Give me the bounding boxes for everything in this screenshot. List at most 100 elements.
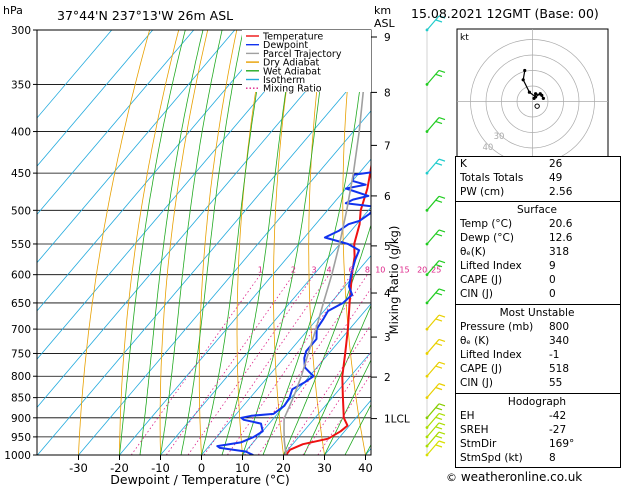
legend-label: Dry Adiabat: [263, 58, 320, 69]
pressure-tick-label: 900: [11, 413, 31, 425]
wet-adiabat-line: [344, 403, 371, 455]
wind-barb-icon: [425, 158, 446, 175]
wet-adiabat-line: [201, 30, 268, 455]
pressure-tick-label: 450: [11, 168, 31, 180]
wind-barb-staff: [426, 195, 440, 211]
wind-barb-flag: [438, 260, 446, 264]
wet-adiabat-line: [119, 30, 186, 455]
legend-label: Wet Adiabat: [263, 66, 321, 77]
wind-barb-staff: [426, 117, 440, 132]
wet-adiabat-line: [180, 30, 244, 455]
mixing-ratio-line: [227, 274, 352, 455]
mixing-ratio-tick-label: 4: [327, 266, 332, 275]
mixing-ratio-line: [203, 274, 330, 455]
wet-adiabat-line: [283, 223, 371, 455]
mixing-ratio-tick-label: 2: [291, 266, 296, 275]
height-unit-asl: ASL: [374, 17, 396, 30]
wet-adiabat-line: [139, 30, 204, 455]
mixing-ratio-line: [302, 351, 371, 455]
height-tick-label: 7: [384, 140, 391, 152]
wind-barb-flag: [438, 288, 446, 292]
legend-label: Parcel Trajectory: [263, 49, 342, 60]
pressure-tick-label: 950: [11, 432, 31, 444]
forecast-datetime: 15.08.2021 12GMT (Base: 00): [411, 6, 599, 21]
dry-adiabat-line: [78, 30, 150, 455]
wind-barb-flag: [438, 431, 446, 435]
mixing-ratio-line: [130, 274, 261, 455]
isotherm-line: [37, 30, 236, 264]
height-tick-label: 1LCL: [384, 414, 410, 426]
most-unstable-heading: Most Unstable: [499, 307, 575, 319]
dry-adiabat-line: [273, 30, 296, 455]
dry-adiabat-line: [119, 30, 180, 455]
pressure-unit-label: hPa: [3, 4, 23, 17]
wind-barb-flag: [438, 229, 446, 233]
wind-barb-dot: [425, 208, 429, 212]
wind-barb-icon: [425, 431, 446, 448]
wind-barb-icon: [425, 314, 446, 331]
x-tick-label: 30: [317, 461, 332, 475]
mixing-ratio-line: [317, 373, 371, 455]
wind-barb-dot: [425, 171, 429, 175]
pressure-tick-label: 600: [11, 270, 31, 282]
wind-barb-staff: [426, 422, 440, 438]
hodograph-heading: Hodograph: [507, 396, 567, 408]
mixing-ratio-tick-label: 20: [417, 266, 427, 275]
pressure-tick-label: 650: [11, 298, 31, 310]
surface-heading: Surface: [516, 204, 557, 216]
mixing-ratio-axis-label: Mixing Ratio (g/kg): [387, 226, 401, 335]
wind-barb-icon: [425, 361, 446, 378]
isotherm-line: [283, 351, 371, 455]
x-tick-label: 0: [198, 461, 205, 475]
wind-barb-icon: [425, 383, 446, 400]
wind-barb-dot: [425, 453, 429, 457]
hodograph-point: [527, 90, 532, 94]
wind-barb-dot: [425, 444, 429, 448]
wind-barb-icon: [425, 440, 446, 457]
wind-barb-dot: [425, 301, 429, 305]
x-tick-label: -20: [110, 461, 129, 475]
wind-barb-icon: [425, 195, 446, 212]
x-tick-label: 20: [276, 461, 291, 475]
wind-barb-flag: [435, 342, 443, 347]
isotherm-line: [37, 62, 371, 455]
wind-barb-flag: [435, 199, 443, 203]
wind-barb-staff: [426, 413, 440, 428]
legend-label: Isotherm: [263, 75, 305, 86]
mixing-ratio-line: [187, 274, 315, 455]
hodograph-point: [540, 93, 544, 97]
storm-motion-marker: [534, 103, 540, 109]
wind-barb-staff: [426, 339, 440, 354]
mixing-ratio-line: [165, 274, 294, 455]
hodograph-point: [534, 92, 538, 96]
wind-barb-dot: [425, 426, 429, 429]
x-tick-label: -10: [151, 461, 170, 475]
wind-barb-icon: [425, 403, 446, 420]
mixing-ratio-tick-label: 15: [399, 266, 409, 275]
mixing-ratio-tick-label: 3: [311, 266, 316, 275]
wind-barb-dot: [425, 83, 429, 86]
height-tick-label: 6: [384, 191, 391, 203]
height-tick-label: 2: [384, 372, 391, 384]
mixing-ratio-line: [244, 274, 368, 455]
isotherm-line: [37, 30, 359, 408]
wind-barb-dot: [425, 130, 429, 133]
wind-barb-dot: [425, 273, 429, 277]
wind-barb-icon: [425, 338, 446, 355]
indices-panel: K 26 Totals Totals 49 PW (cm) 2.56 Surface …: [455, 156, 621, 468]
wind-barb-flag: [435, 120, 443, 125]
height-tick-label: 3: [384, 332, 391, 344]
wind-barb-staff: [426, 70, 440, 85]
dry-adiabat-line: [342, 30, 366, 455]
isotherm-line: [119, 158, 371, 455]
legend-label: Mixing Ratio: [263, 84, 322, 95]
wind-barb-dot: [425, 374, 429, 378]
parcel-trajectory-line: [283, 30, 369, 455]
wet-adiabat-line: [324, 359, 371, 455]
isotherm-line: [37, 30, 113, 119]
hodograph-ring-label: 40: [482, 143, 493, 153]
isotherm-line: [37, 30, 195, 216]
height-unit-km: km: [374, 4, 391, 17]
height-tick-label: 8: [384, 87, 391, 99]
